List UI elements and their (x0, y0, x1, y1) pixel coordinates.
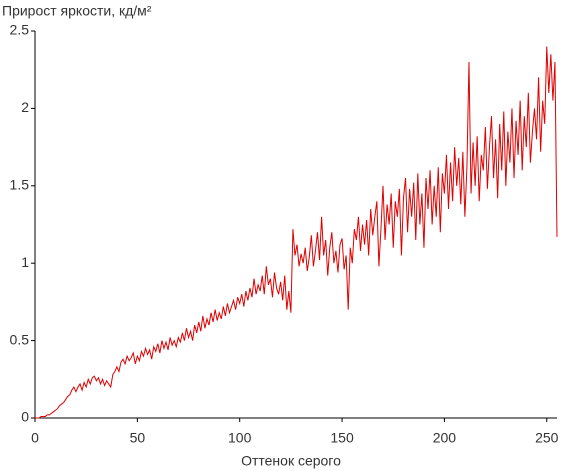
x-tick-label: 200 (433, 430, 457, 446)
data-line (35, 46, 558, 419)
y-tick-label: 2.5 (10, 22, 30, 38)
y-tick-label: 1 (21, 254, 29, 270)
x-tick-label: 250 (535, 430, 559, 446)
y-tick-label: 1.5 (10, 177, 30, 193)
y-tick-label: 0.5 (10, 331, 30, 347)
x-axis-label: Оттенок серого (241, 453, 341, 469)
x-tick-label: 0 (31, 430, 39, 446)
x-tick-label: 100 (228, 430, 252, 446)
y-tick-label: 2 (21, 99, 29, 115)
chart-title: Прирост яркости, кд/м² (2, 3, 152, 19)
x-tick-label: 50 (130, 430, 146, 446)
y-tick-label: 0 (21, 409, 29, 425)
x-tick-label: 150 (330, 430, 354, 446)
